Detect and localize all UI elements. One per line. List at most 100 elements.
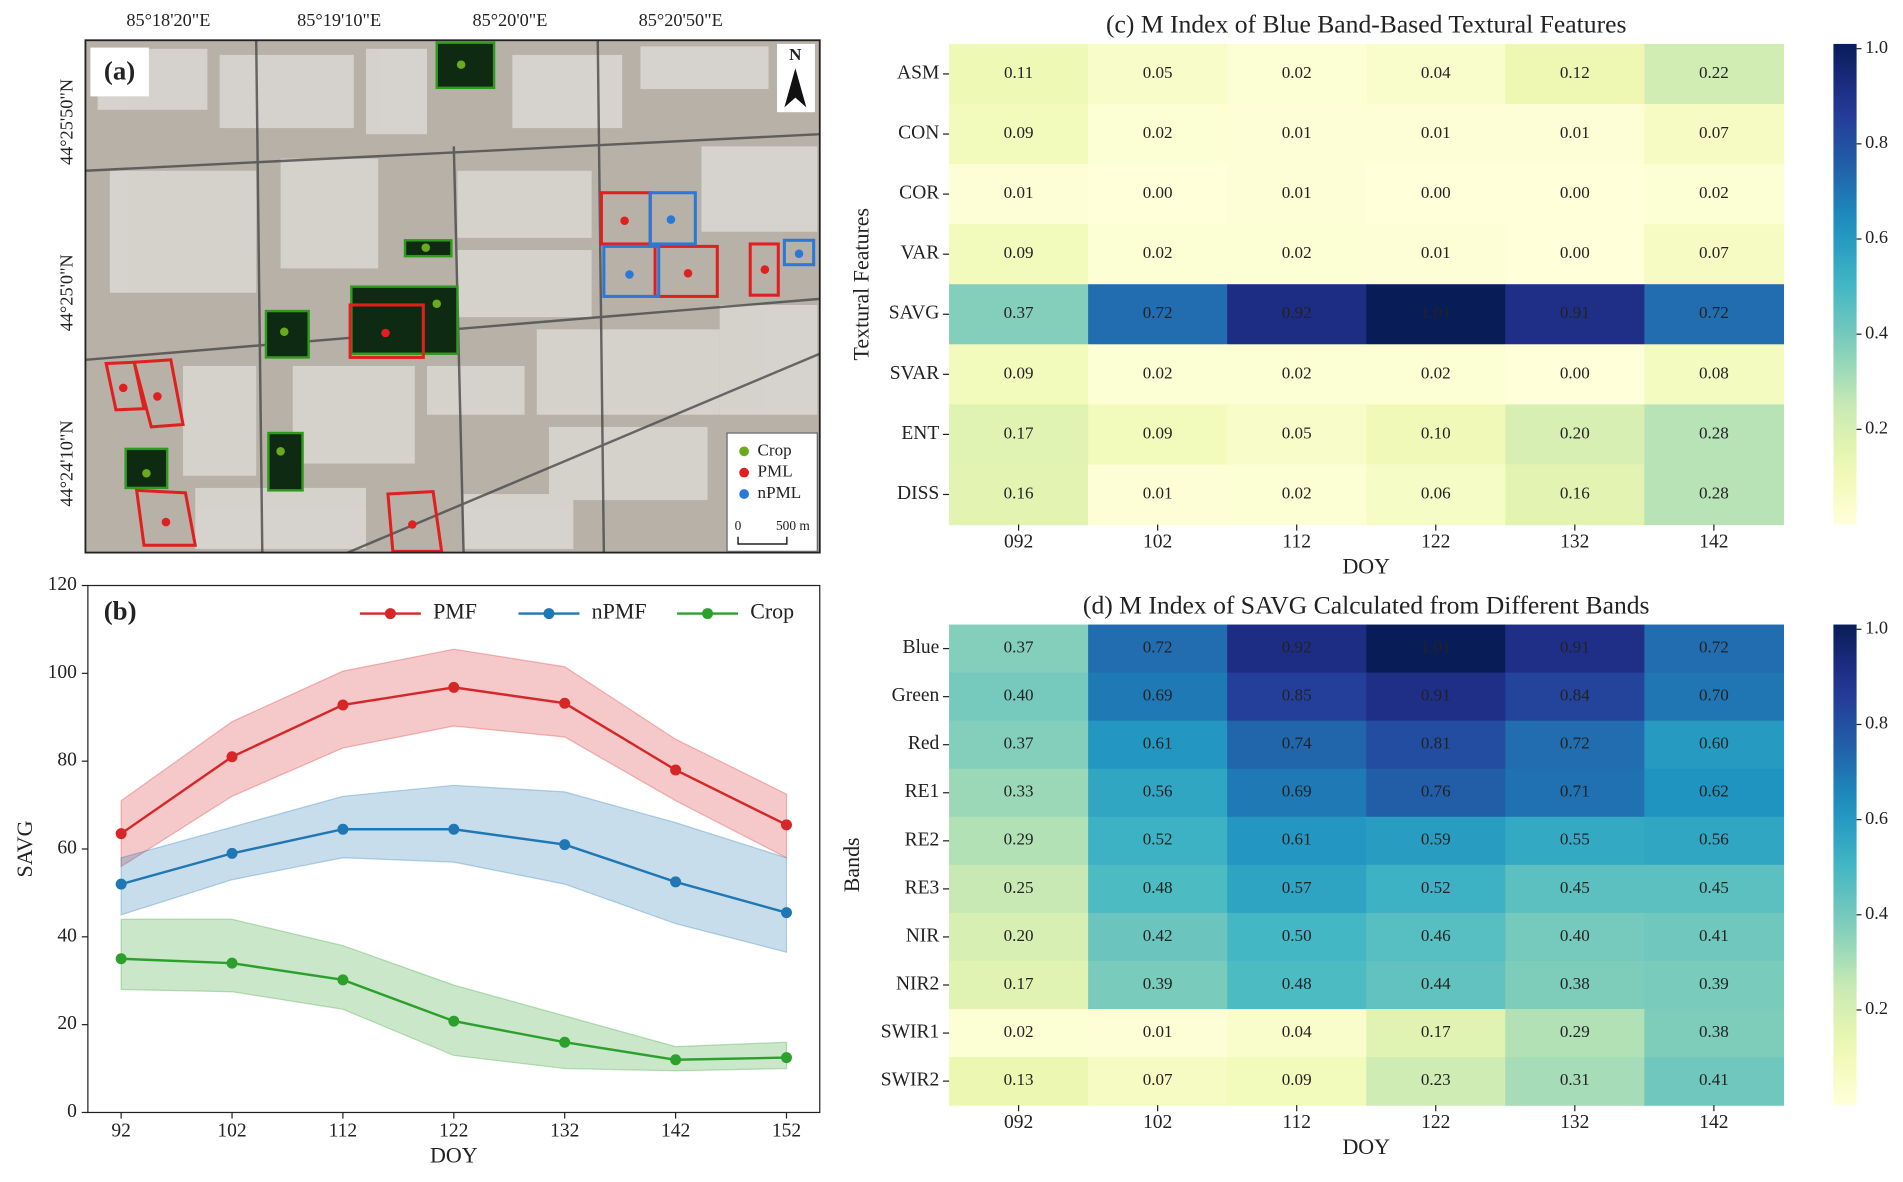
- north-label: N: [789, 45, 802, 64]
- row-label: COR: [899, 183, 939, 204]
- heatmap-cell: [949, 768, 1089, 818]
- x-tick-label: 142: [1699, 1112, 1728, 1133]
- cell-label: 0.74: [1282, 734, 1312, 753]
- row-label: Blue: [902, 637, 939, 658]
- heatmap-cell: [1227, 816, 1367, 866]
- heatmap-cell: [949, 1009, 1089, 1058]
- heatmap-cell: [1227, 43, 1367, 105]
- cell-label: 0.33: [1004, 782, 1034, 801]
- heatmap-cell: [1644, 344, 1785, 405]
- colorbar-tick-label: 0.2: [1865, 998, 1888, 1018]
- x-tick-label: 092: [1004, 1112, 1033, 1133]
- legend-marker: [702, 608, 714, 620]
- heatmap-cell: [1644, 1057, 1785, 1106]
- heatmap-cell: [1505, 864, 1645, 914]
- series-marker: [670, 1054, 682, 1066]
- colorbar-tick-label: 0.6: [1865, 808, 1888, 828]
- heatmap-cell: [949, 864, 1089, 914]
- cell-label: 0.01: [1282, 123, 1312, 142]
- confidence-band: [120, 648, 788, 868]
- cell-label: 0.81: [1421, 734, 1451, 753]
- cell-label: 0.20: [1560, 423, 1590, 442]
- cell-label: 0.16: [1004, 483, 1034, 502]
- heatmap-cell: [1366, 164, 1506, 225]
- cell-label: 0.28: [1699, 483, 1729, 502]
- cell-label: 0.02: [1282, 63, 1312, 82]
- cell-label: 0.02: [1143, 243, 1173, 262]
- cell-label: 0.62: [1699, 782, 1729, 801]
- cell-label: 0.07: [1699, 243, 1729, 262]
- cell-label: 0.02: [1143, 363, 1173, 382]
- heatmap-cell: [1088, 720, 1228, 770]
- heatmap-cell: [1088, 960, 1228, 1010]
- y-axis-label: SAVG: [12, 820, 37, 877]
- series-marker: [559, 839, 571, 851]
- colorbar-tick-label: 0.8: [1865, 132, 1888, 152]
- cell-label: 0.02: [1699, 183, 1729, 202]
- heatmap-cell: [1227, 164, 1367, 225]
- panel-label: (a): [104, 55, 135, 85]
- heatmap-cell: [949, 1057, 1089, 1106]
- heatmap-cell: [1366, 344, 1506, 405]
- heatmap-cell: [949, 624, 1089, 674]
- cell-label: 0.00: [1143, 183, 1173, 202]
- colorbar-tick-label: 0.8: [1865, 713, 1888, 733]
- cell-label: 0.08: [1699, 363, 1729, 382]
- heatmap-cell: [1227, 912, 1367, 962]
- row-label: SWIR2: [881, 1070, 940, 1091]
- cell-label: 0.01: [1282, 183, 1312, 202]
- confidence-band: [120, 918, 788, 1072]
- heatmap-cell: [1644, 404, 1785, 466]
- row-label: RE1: [905, 781, 940, 802]
- series-marker: [226, 957, 238, 969]
- cell-label: 0.01: [1560, 123, 1590, 142]
- heatmap-cell: [1644, 464, 1785, 526]
- legend-label: PMF: [433, 599, 477, 624]
- colorbar-tick-label: 0.4: [1865, 322, 1888, 342]
- series-marker: [226, 751, 238, 763]
- heatmap-cell: [1366, 1057, 1506, 1106]
- cell-label: 0.61: [1282, 830, 1312, 849]
- colorbar-tick-label: 1.0: [1865, 37, 1888, 57]
- cell-label: 0.44: [1421, 974, 1451, 993]
- heatmap-cell: [1644, 960, 1785, 1010]
- x-tick-label: 92: [111, 1120, 131, 1141]
- cell-label: 0.42: [1143, 926, 1173, 945]
- cell-label: 0.00: [1560, 183, 1590, 202]
- heatmap-cell: [1088, 164, 1228, 225]
- row-label: DISS: [897, 483, 939, 504]
- legend-marker: [384, 608, 396, 620]
- cell-label: 0.09: [1282, 1070, 1312, 1089]
- series-marker: [115, 828, 127, 840]
- heatmap-cell: [1088, 284, 1228, 345]
- cell-label: 0.29: [1004, 830, 1034, 849]
- heatmap-cell: [1227, 720, 1367, 770]
- cell-label: 0.40: [1560, 926, 1590, 945]
- x-tick-label: 152: [772, 1120, 801, 1141]
- heatmap-cell: [949, 224, 1089, 285]
- heatmap-cell: [1505, 624, 1645, 674]
- cell-label: 0.91: [1560, 303, 1590, 322]
- cell-label: 0.25: [1004, 878, 1034, 897]
- heatmap-cell: [1505, 720, 1645, 770]
- heatmap-cell: [1088, 464, 1228, 526]
- heatmap-cell: [1088, 864, 1228, 914]
- x-axis-label: DOY: [1342, 553, 1390, 578]
- heatmap-cell: [1227, 1009, 1367, 1058]
- series-marker: [670, 876, 682, 888]
- row-label: ENT: [901, 423, 939, 444]
- heatmap-cell: [1644, 164, 1785, 225]
- heatmap-cell: [1366, 404, 1506, 466]
- series-marker: [781, 907, 792, 919]
- cell-label: 0.09: [1143, 423, 1173, 442]
- plot-frame: [87, 584, 821, 1114]
- heatmap-cell: [1227, 672, 1367, 722]
- cell-label: 0.20: [1004, 926, 1034, 945]
- heatmap-cell: [1644, 224, 1785, 285]
- heatmap-cell: [949, 344, 1089, 405]
- cell-label: 0.55: [1560, 830, 1590, 849]
- confidence-band: [120, 784, 788, 953]
- cell-label: 0.56: [1699, 830, 1729, 849]
- cell-label: 0.02: [1143, 123, 1173, 142]
- cell-label: 0.04: [1421, 63, 1451, 82]
